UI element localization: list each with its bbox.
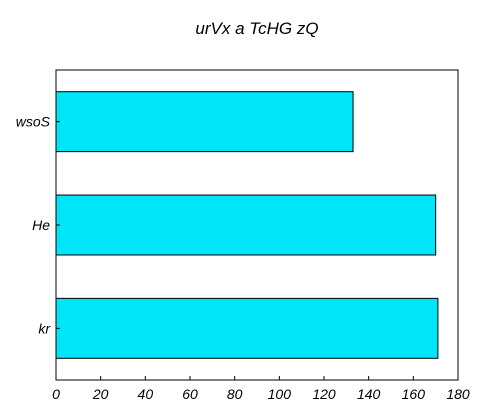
y-tick-label: kr bbox=[38, 320, 51, 336]
x-tick-label: 60 bbox=[182, 386, 198, 402]
x-tick-label: 180 bbox=[446, 386, 470, 402]
bar-kr bbox=[55, 297, 439, 359]
x-tick-label: 100 bbox=[268, 386, 292, 402]
x-tick-label: 120 bbox=[312, 386, 336, 402]
x-tick-label: 40 bbox=[138, 386, 154, 402]
x-tick-label: 140 bbox=[357, 386, 381, 402]
x-tick-label: 80 bbox=[227, 386, 243, 402]
x-axis: 0 20 40 60 80 100 120 140 160 180 bbox=[52, 376, 470, 402]
x-tick-label: 160 bbox=[402, 386, 426, 402]
x-tick-label: 0 bbox=[52, 386, 60, 402]
x-tick-label: 20 bbox=[92, 386, 109, 402]
bar-He bbox=[55, 194, 437, 256]
y-axis: kr He wsoS bbox=[16, 114, 60, 336]
chart-title: urVx a TcHG zQ bbox=[195, 19, 318, 38]
bars-group bbox=[55, 91, 439, 359]
y-tick-label: He bbox=[32, 217, 50, 233]
bar-wsoS bbox=[55, 91, 354, 153]
y-tick-label: wsoS bbox=[16, 114, 51, 130]
